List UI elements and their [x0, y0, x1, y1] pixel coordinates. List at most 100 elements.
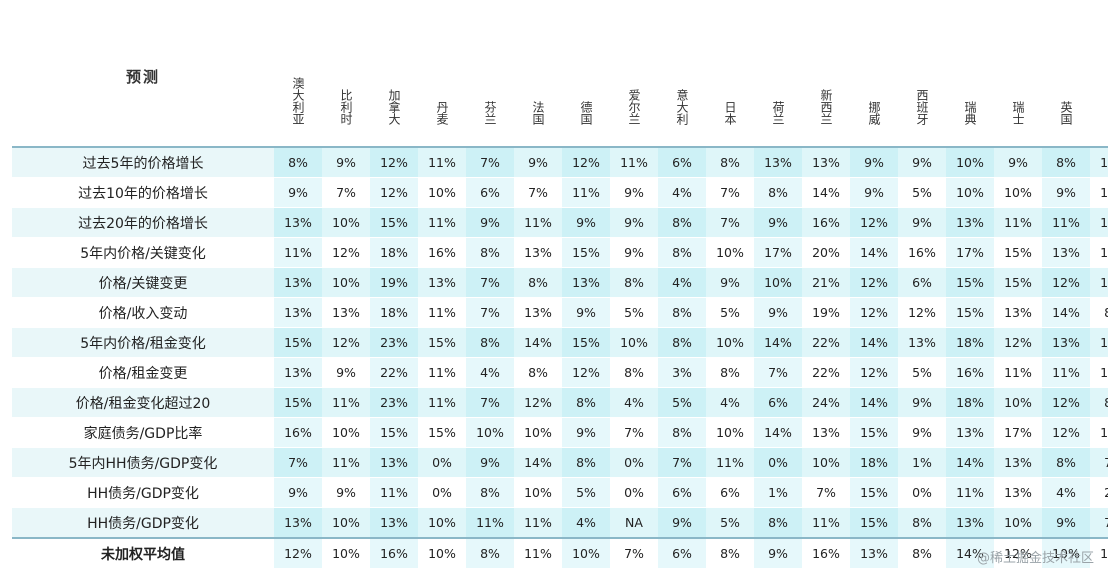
value-cell: 10% [706, 237, 754, 268]
value-cell: 11% [514, 507, 562, 539]
value-cell: 9% [850, 177, 898, 208]
value-cell: 13% [370, 507, 418, 539]
value-cell: 22% [802, 357, 850, 388]
value-cell: 18% [850, 447, 898, 478]
value-cell: 9% [466, 447, 514, 478]
table-row: 价格/租金变化超过20 15% 11% 23% 11% 7% 12% 8% 4% 5% 4% 6% 24… [12, 387, 1108, 418]
value-cell: 16% [802, 207, 850, 238]
value-cell: 9% [562, 207, 610, 238]
value-cell: 12% [322, 237, 370, 268]
value-cell: 18% [946, 327, 994, 358]
row-label: 价格/租金变化超过20 [12, 387, 274, 418]
value-cell: 15% [562, 327, 610, 358]
value-cell: 0% [418, 477, 466, 508]
country-label: 英国 [1059, 101, 1073, 125]
value-cell: 9% [274, 477, 322, 508]
value-cell: 15% [418, 327, 466, 358]
value-cell: 14% [946, 538, 994, 569]
value-cell: 10% [514, 417, 562, 448]
table-row: 过去10年的价格增长 9% 7% 12% 10% 6% 7% 11% 9% 4% 7% 8% 14% 9%… [12, 177, 1108, 208]
value-cell: 12% [322, 327, 370, 358]
value-cell: 15% [946, 267, 994, 298]
value-cell: 13% [1090, 267, 1108, 298]
value-cell: 11% [706, 447, 754, 478]
column-header: 澳大利亚 [274, 6, 322, 147]
country-label: 日本 [723, 101, 737, 125]
value-cell: 12% [370, 147, 418, 178]
value-cell: 5% [898, 177, 946, 208]
value-cell: 11% [1090, 177, 1108, 208]
value-cell: 10% [1042, 538, 1090, 569]
value-cell: 4% [658, 177, 706, 208]
value-cell: 12% [562, 147, 610, 178]
value-cell: 7% [610, 538, 658, 569]
value-cell: 16% [370, 538, 418, 569]
value-cell: 14% [514, 447, 562, 478]
value-cell: 7% [610, 417, 658, 448]
value-cell: 11% [514, 538, 562, 569]
value-cell: 10% [562, 538, 610, 569]
column-header: 瑞士 [994, 6, 1042, 147]
value-cell: 11% [418, 297, 466, 328]
country-label: 澳大利亚 [291, 77, 305, 125]
value-cell: 8% [1090, 297, 1108, 328]
value-cell: 18% [370, 297, 418, 328]
value-cell: 13% [802, 147, 850, 178]
value-cell: 15% [850, 507, 898, 539]
country-label: 荷兰 [771, 101, 785, 125]
value-cell: 10% [994, 507, 1042, 539]
value-cell: 8% [658, 327, 706, 358]
value-cell: 10% [418, 507, 466, 539]
value-cell: 4% [1042, 477, 1090, 508]
value-cell: 8% [658, 207, 706, 238]
column-header: 加拿大 [370, 6, 418, 147]
value-cell: 10% [1090, 538, 1108, 569]
value-cell: 15% [274, 387, 322, 418]
value-cell: 12% [898, 297, 946, 328]
value-cell: 9% [994, 147, 1042, 178]
value-cell: 6% [754, 387, 802, 418]
value-cell: 7% [802, 477, 850, 508]
value-cell: 20% [802, 237, 850, 268]
row-label: 过去5年的价格增长 [12, 147, 274, 178]
value-cell: 12% [370, 177, 418, 208]
value-cell: 9% [610, 177, 658, 208]
value-cell: 10% [610, 327, 658, 358]
value-cell: 11% [466, 507, 514, 539]
value-cell: 8% [898, 538, 946, 569]
value-cell: 12% [514, 387, 562, 418]
value-cell: 15% [946, 297, 994, 328]
value-cell: 10% [322, 507, 370, 539]
value-cell: 10% [706, 327, 754, 358]
column-header: 意大利 [658, 6, 706, 147]
value-cell: 11% [370, 477, 418, 508]
table-row: 5年内价格/租金变化 15% 12% 23% 15% 8% 14% 15% 10% 8% 10% 14… [12, 327, 1108, 358]
country-label: 比利时 [339, 89, 353, 125]
value-cell: 5% [658, 387, 706, 418]
value-cell: 11% [418, 387, 466, 418]
value-cell: 8% [466, 538, 514, 569]
value-cell: 14% [514, 327, 562, 358]
value-cell: 9% [1042, 177, 1090, 208]
country-label: 瑞典 [963, 101, 977, 125]
value-cell: 0% [610, 477, 658, 508]
value-cell: 7% [466, 267, 514, 298]
value-cell: 14% [754, 417, 802, 448]
value-cell: 17% [754, 237, 802, 268]
value-cell: 15% [418, 417, 466, 448]
country-label: 芬兰 [483, 101, 497, 125]
value-cell: 8% [754, 177, 802, 208]
value-cell: 13% [850, 538, 898, 569]
column-header: 瑞典 [946, 6, 994, 147]
value-cell: 11% [322, 387, 370, 418]
value-cell: 5% [706, 297, 754, 328]
value-cell: 5% [562, 477, 610, 508]
value-cell: 9% [562, 417, 610, 448]
value-cell: 8% [1090, 387, 1108, 418]
table-body: 过去5年的价格增长 8% 9% 12% 11% 7% 9% 12% 11% 6% 8% 13% 13% 9… [12, 147, 1108, 569]
value-cell: 11% [994, 207, 1042, 238]
value-cell: 8% [706, 538, 754, 569]
row-label: 价格/租金变更 [12, 357, 274, 388]
row-label: 价格/收入变动 [12, 297, 274, 328]
value-cell: 8% [466, 477, 514, 508]
